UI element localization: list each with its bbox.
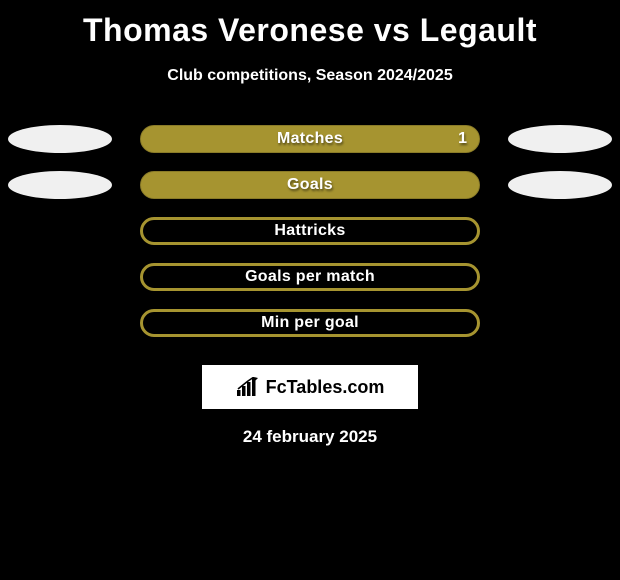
left-marker xyxy=(8,171,112,199)
logo-text: FcTables.com xyxy=(266,377,385,398)
stat-pill: Hattricks xyxy=(140,217,480,245)
stat-row-goals: Goals xyxy=(0,171,620,199)
comparison-card: Thomas Veronese vs Legault Club competit… xyxy=(0,0,620,447)
stat-label: Goals xyxy=(287,176,333,194)
right-marker xyxy=(508,171,612,199)
stat-label: Matches xyxy=(277,130,343,148)
stat-pill: Min per goal xyxy=(140,309,480,337)
stat-label: Min per goal xyxy=(261,314,359,332)
left-marker xyxy=(8,125,112,153)
stat-rows: Matches 1 Goals Hattricks Goals p xyxy=(0,125,620,337)
logo-box[interactable]: FcTables.com xyxy=(202,365,418,409)
page-title: Thomas Veronese vs Legault xyxy=(0,12,620,49)
stat-value-right: 1 xyxy=(458,130,467,148)
stat-row-goals-per-match: Goals per match xyxy=(0,263,620,291)
stat-row-min-per-goal: Min per goal xyxy=(0,309,620,337)
fctables-logo-icon xyxy=(236,377,262,397)
right-marker xyxy=(508,125,612,153)
stat-pill: Goals per match xyxy=(140,263,480,291)
stat-pill: Goals xyxy=(140,171,480,199)
stat-pill: Matches 1 xyxy=(140,125,480,153)
date-label: 24 february 2025 xyxy=(0,427,620,447)
stat-label: Goals per match xyxy=(245,268,375,286)
stat-row-matches: Matches 1 xyxy=(0,125,620,153)
stat-label: Hattricks xyxy=(274,222,345,240)
stat-row-hattricks: Hattricks xyxy=(0,217,620,245)
subtitle: Club competitions, Season 2024/2025 xyxy=(0,67,620,85)
